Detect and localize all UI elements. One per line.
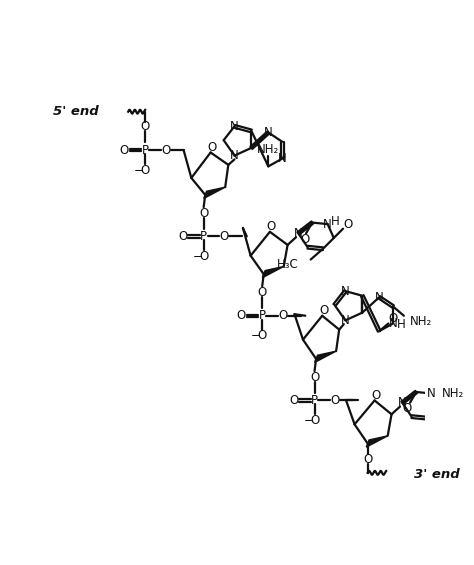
Text: −: − <box>192 250 202 263</box>
Text: O: O <box>363 453 372 466</box>
Text: N: N <box>278 152 287 165</box>
Text: N: N <box>427 387 436 400</box>
Text: O: O <box>237 309 246 322</box>
Text: N: N <box>230 149 239 162</box>
Text: P: P <box>259 309 265 322</box>
Text: O: O <box>208 141 217 154</box>
Text: O: O <box>300 233 309 246</box>
Text: N: N <box>230 120 239 133</box>
Text: N: N <box>375 291 383 304</box>
Text: −: − <box>303 414 313 427</box>
Text: O: O <box>199 250 208 263</box>
Text: O: O <box>220 230 229 243</box>
Text: P: P <box>200 230 207 243</box>
Text: O: O <box>331 394 340 407</box>
Text: O: O <box>257 329 267 342</box>
Text: O: O <box>140 164 150 177</box>
Text: O: O <box>402 402 411 415</box>
Text: H₃C: H₃C <box>277 258 298 271</box>
Text: 5' end: 5' end <box>53 105 99 118</box>
Text: P: P <box>142 144 149 157</box>
Text: O: O <box>278 309 288 322</box>
Text: N: N <box>389 317 398 330</box>
Text: O: O <box>178 230 188 243</box>
Text: O: O <box>319 304 328 317</box>
Polygon shape <box>366 436 388 447</box>
Text: O: O <box>310 371 319 384</box>
Text: H: H <box>331 215 340 228</box>
Text: −: − <box>134 164 144 177</box>
Polygon shape <box>315 351 336 363</box>
Polygon shape <box>204 187 225 198</box>
Text: O: O <box>389 312 398 325</box>
Text: P: P <box>311 394 318 407</box>
Text: H: H <box>396 319 405 332</box>
Text: O: O <box>310 414 319 427</box>
Text: N: N <box>294 227 303 240</box>
Text: NH₂: NH₂ <box>410 315 432 328</box>
Text: NH₂: NH₂ <box>442 387 464 400</box>
Text: O: O <box>199 207 208 220</box>
Text: N: N <box>398 396 407 409</box>
Text: N: N <box>323 218 332 231</box>
Text: O: O <box>289 394 298 407</box>
Text: O: O <box>161 144 171 157</box>
Text: NH₂: NH₂ <box>257 143 280 156</box>
Text: O: O <box>343 218 352 231</box>
Text: O: O <box>120 144 129 157</box>
Text: 3' end: 3' end <box>414 468 460 481</box>
Text: −: − <box>251 329 261 342</box>
Polygon shape <box>262 267 284 278</box>
Text: O: O <box>140 120 150 133</box>
Text: N: N <box>264 126 273 139</box>
Text: O: O <box>372 389 381 402</box>
Text: O: O <box>257 286 267 299</box>
Text: N: N <box>341 314 350 327</box>
Text: N: N <box>341 285 350 298</box>
Text: O: O <box>267 220 276 233</box>
